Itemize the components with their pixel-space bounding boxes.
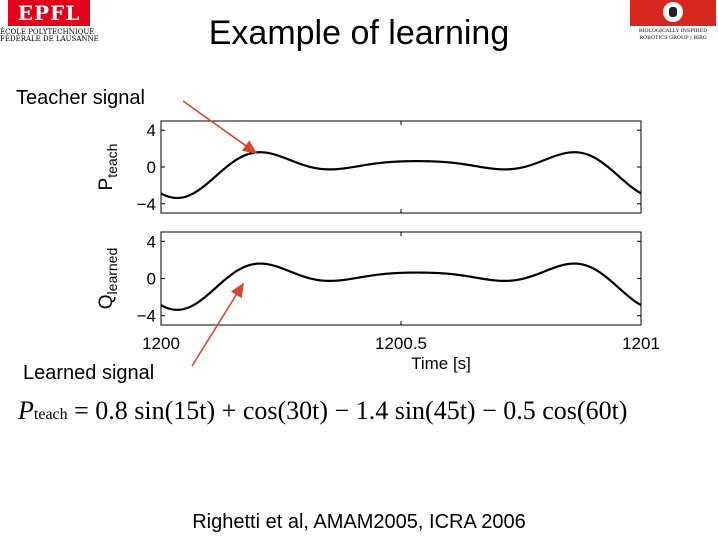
x-tick-label: 1200.5	[375, 334, 427, 353]
epfl-logo-text: EPFL	[17, 1, 81, 25]
epfl-logo-mark: EPFL	[8, 0, 90, 26]
series-line-1	[160, 151, 642, 200]
series-line-2	[160, 262, 642, 311]
x-tick-label: 1201	[622, 334, 660, 353]
birg-logo-mark	[630, 0, 716, 26]
axes-frame-1	[160, 120, 642, 214]
axes-frame-2	[160, 231, 642, 326]
birg-logo-line2: ROBOTICS GROUP | BIRG	[639, 35, 707, 41]
y-tick-label: 0	[147, 158, 156, 177]
teacher-arrow	[182, 100, 258, 154]
y-tick-label: 4	[147, 232, 156, 251]
birg-logo-line1: BIOLOGICALLY INSPIRED	[638, 28, 708, 34]
x-axis-label: Time [s]	[411, 354, 471, 373]
epfl-logo-line1: ÉCOLE POLYTECHNIQUE	[0, 28, 95, 36]
equation-lhs: P	[18, 396, 34, 425]
birg-logo: BIOLOGICALLY INSPIRED ROBOTICS GROUP | B…	[628, 0, 718, 44]
epfl-logo-line2: FÉDÉRALE DE LAUSANNE	[0, 35, 99, 43]
slide-title: Example of learning	[208, 14, 510, 52]
citation: Righetti et al, AMAM2005, ICRA 2006	[192, 511, 526, 533]
y-axis-label: Qlearned	[96, 248, 120, 309]
y-tick-label: 0	[147, 270, 156, 289]
equation-rhs: = 0.8 sin(15t) + cos(30t) − 1.4 sin(45t)…	[74, 396, 628, 425]
learned-signal-label: Learned signal	[23, 362, 155, 384]
y-axis-label-sub: teach	[104, 144, 120, 178]
teacher-signal-label: Teacher signal	[16, 87, 145, 109]
epfl-logo: EPFL ÉCOLE POLYTECHNIQUE FÉDÉRALE DE LAU…	[0, 0, 99, 44]
y-tick-label: −4	[137, 195, 156, 214]
y-tick-label: −4	[137, 307, 156, 326]
teacher-equation: Pteach = 0.8 sin(15t) + cos(30t) − 1.4 s…	[18, 396, 627, 426]
equation-lhs-sub: teach	[33, 406, 68, 423]
learned-arrow	[191, 282, 244, 367]
y-tick-label: 4	[147, 121, 156, 140]
y-axis-label-sub: learned	[104, 248, 120, 295]
salamander-icon	[663, 2, 683, 22]
y-axis-label: Pteach	[96, 144, 120, 191]
x-tick-label: 1200	[142, 334, 180, 353]
